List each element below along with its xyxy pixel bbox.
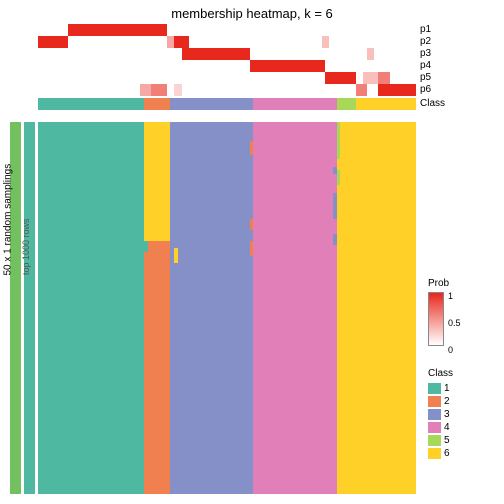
p-row-4 [38, 60, 416, 72]
p-label: p5 [420, 72, 431, 84]
p-row-6 [38, 84, 416, 96]
p-row-3 [38, 48, 416, 60]
heatmap-speckle [250, 241, 254, 256]
heatmap-speckle [250, 219, 254, 230]
swatch-icon [428, 409, 441, 420]
prob-legend: Prob [428, 278, 449, 346]
p-row-1 [38, 24, 416, 36]
p-segment [363, 72, 378, 84]
class-seg-5 [337, 98, 356, 110]
p-label: p3 [420, 48, 431, 60]
class-seg-2 [144, 98, 170, 110]
heatmap-speckle [337, 122, 341, 159]
swatch-icon [428, 396, 441, 407]
p-segment [367, 48, 375, 60]
class-legend-label: 5 [444, 435, 450, 446]
p-segment [151, 84, 166, 96]
class-legend-item-2: 2 [428, 395, 453, 408]
swatch-icon [428, 435, 441, 446]
heatmap-speckle [337, 170, 341, 185]
class-legend-label: 2 [444, 396, 450, 407]
class-legend: Class 1 2 3 4 5 6 [428, 368, 453, 460]
p-segment [182, 48, 250, 60]
prob-tick: 1 [448, 292, 461, 319]
p-segment [174, 36, 189, 48]
main-heatmap [38, 122, 416, 494]
heatmap-col-3 [170, 122, 253, 494]
swatch-icon [428, 383, 441, 394]
class-legend-item-6: 6 [428, 447, 453, 460]
class-row-label: Class [420, 98, 445, 109]
prob-legend-title: Prob [428, 278, 449, 289]
class-seg-1 [38, 98, 144, 110]
p-row-labels: p1p2p3p4p5p6 [420, 24, 431, 96]
heatmap-speckle [144, 241, 148, 252]
p-segment [325, 72, 355, 84]
heatmap-col-4 [253, 122, 336, 494]
heatmap-col-6 [356, 122, 416, 494]
rows-label: top 1000 rows [21, 255, 31, 275]
p-segment [68, 24, 166, 36]
p-segment [378, 84, 416, 96]
p-row-5 [38, 72, 416, 84]
p-row-2 [38, 36, 416, 48]
p-segment [140, 84, 151, 96]
chart-title: membership heatmap, k = 6 [0, 6, 504, 21]
class-seg-3 [170, 98, 253, 110]
class-seg-6 [356, 98, 416, 110]
probability-rows [38, 24, 416, 96]
class-legend-label: 1 [444, 383, 450, 394]
swatch-icon [428, 422, 441, 433]
class-legend-item-4: 4 [428, 421, 453, 434]
heatmap-speckle [144, 122, 170, 241]
class-legend-label: 6 [444, 448, 450, 459]
class-legend-item-1: 1 [428, 382, 453, 395]
p-segment [38, 36, 68, 48]
class-legend-item-5: 5 [428, 434, 453, 447]
p-segment [322, 36, 330, 48]
class-legend-item-3: 3 [428, 408, 453, 421]
rows-annotation-bar [24, 122, 35, 494]
p-label: p1 [420, 24, 431, 36]
class-seg-4 [253, 98, 336, 110]
swatch-icon [428, 448, 441, 459]
heatmap-speckle [174, 248, 178, 263]
heatmap-col-1 [38, 122, 144, 494]
p-segment [167, 36, 175, 48]
sampling-label: 50 x 1 random samplings [3, 256, 14, 276]
p-segment [378, 72, 389, 84]
p-label: p6 [420, 84, 431, 96]
class-legend-label: 4 [444, 422, 450, 433]
p-segment [174, 84, 182, 96]
class-legend-label: 3 [444, 409, 450, 420]
prob-tick: 0.5 [448, 319, 461, 346]
p-segment [250, 60, 326, 72]
p-segment [356, 84, 367, 96]
prob-gradient [428, 292, 444, 346]
p-label: p2 [420, 36, 431, 48]
prob-ticks: 10.50 [448, 292, 461, 373]
heatmap-speckle [250, 141, 254, 156]
class-legend-title: Class [428, 368, 453, 379]
p-label: p4 [420, 60, 431, 72]
class-annotation-row [38, 98, 416, 110]
